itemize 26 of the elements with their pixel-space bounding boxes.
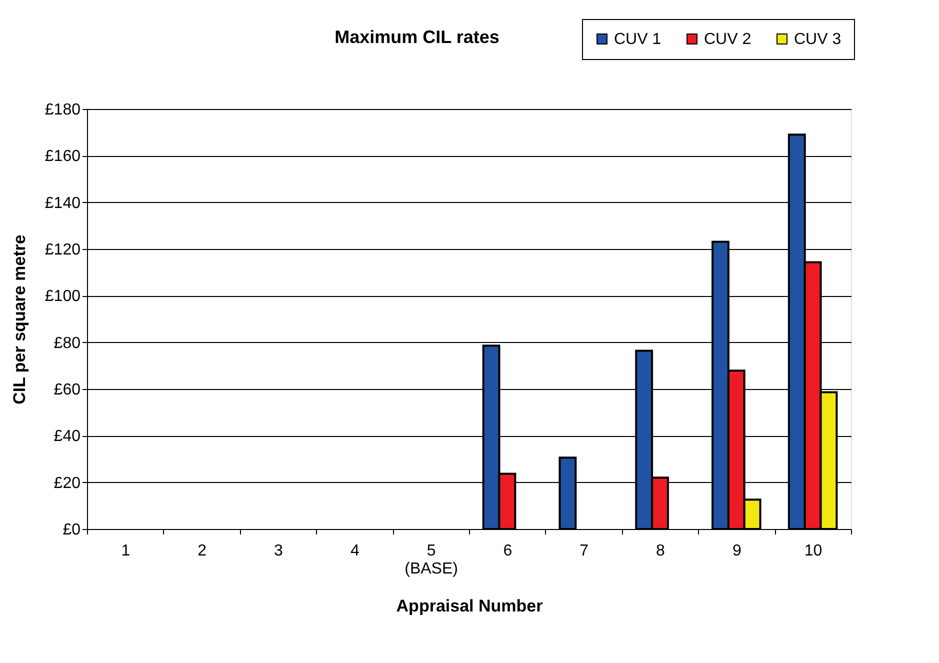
- x-tick-label: 7: [580, 542, 589, 560]
- y-tick-label: £120: [44, 242, 81, 258]
- x-tick-label: 4: [350, 542, 360, 560]
- y-tick-label: £20: [54, 474, 81, 492]
- x-tick-label: 10: [804, 542, 822, 560]
- x-tick-label: 6: [503, 542, 512, 560]
- x-axis-title: Appraisal Number: [396, 596, 544, 616]
- x-tick-label: 8: [656, 542, 666, 560]
- legend-label: CUV 1: [614, 31, 662, 48]
- y-tick-label: £160: [44, 148, 81, 166]
- legend-label: CUV 2: [704, 31, 752, 48]
- x-tick-label: 2: [198, 542, 207, 560]
- x-tick-label: 3: [274, 542, 284, 560]
- y-axis-title: CIL per square metre: [10, 234, 29, 404]
- y-tick-label: £140: [44, 194, 81, 212]
- y-tick-label: £180: [44, 102, 81, 118]
- x-tick-label: 5 (BASE): [404, 542, 458, 578]
- y-tick-label: £100: [44, 288, 81, 306]
- x-tick-label: 1: [121, 542, 130, 560]
- y-tick-label: £40: [54, 428, 81, 446]
- x-tick-label: 9: [732, 542, 742, 560]
- y-tick-label: £80: [54, 334, 81, 352]
- y-tick-label: £60: [54, 382, 81, 398]
- y-tick-label: £0: [62, 522, 81, 538]
- legend-label: CUV 3: [794, 31, 842, 48]
- chart-title: Maximum CIL rates: [334, 27, 500, 47]
